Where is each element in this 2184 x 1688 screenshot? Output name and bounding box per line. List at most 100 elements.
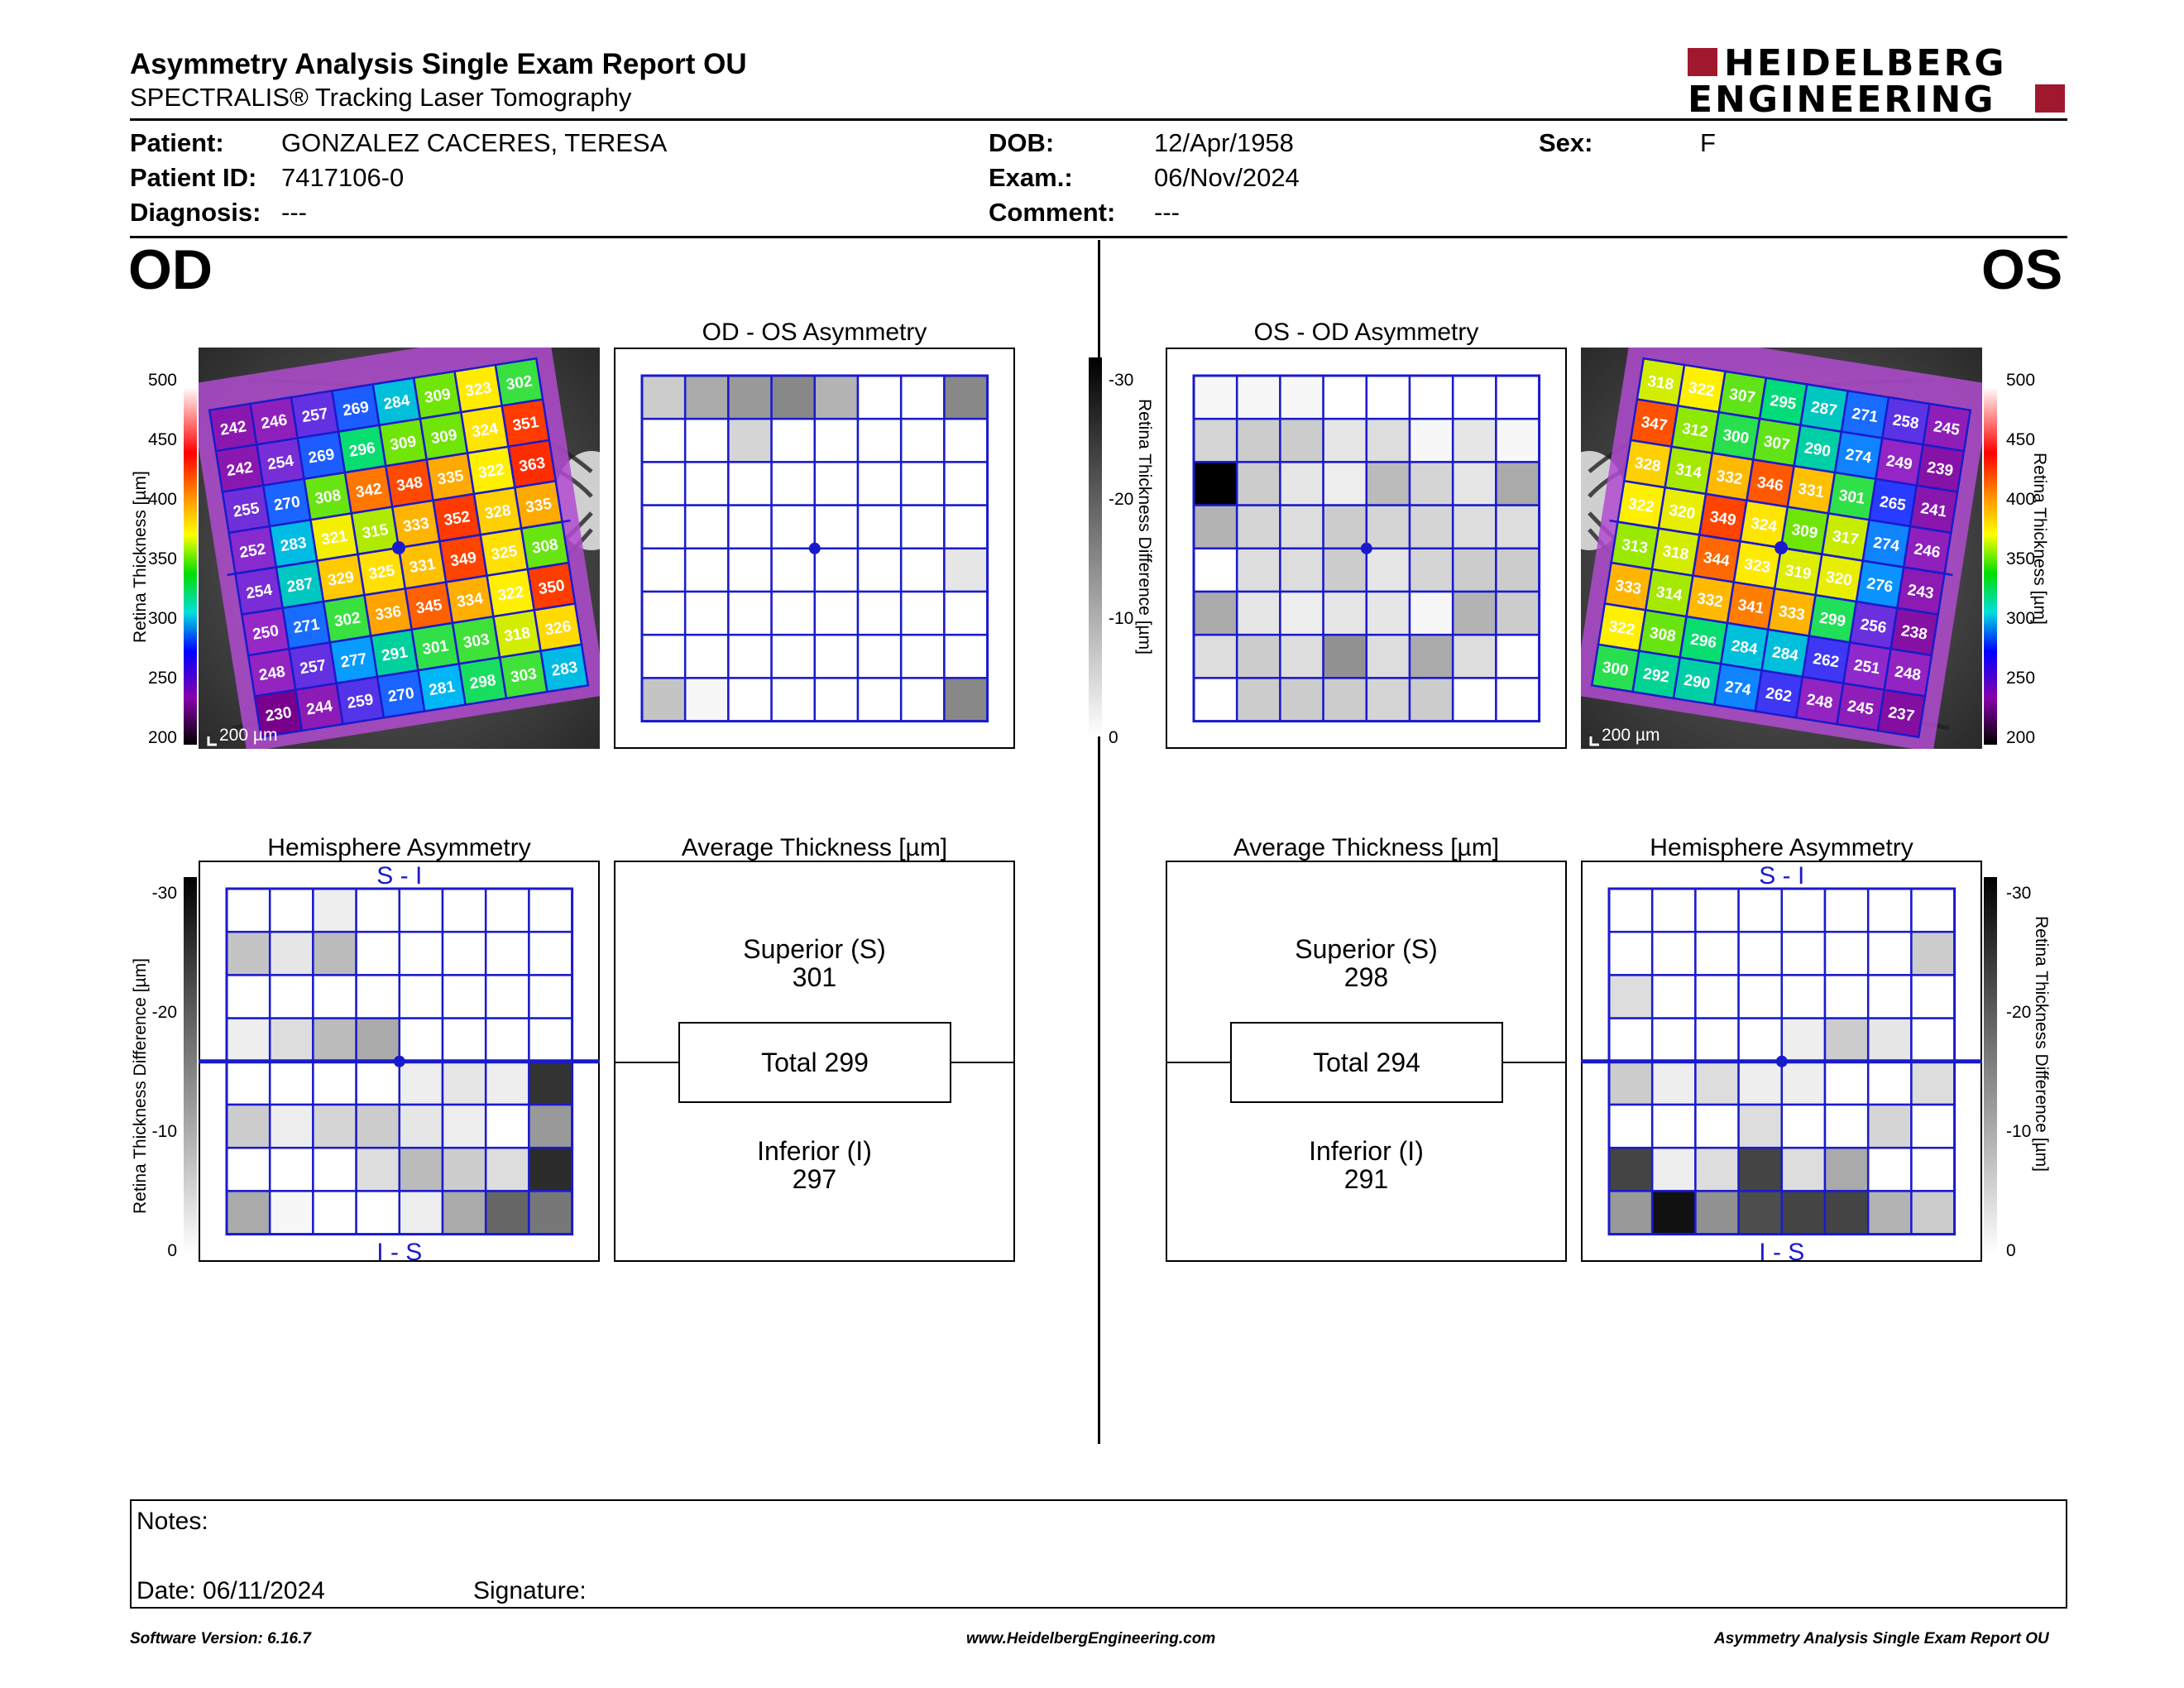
grid-cell (727, 547, 773, 593)
thickness-value: 303 (510, 665, 539, 687)
grid-cell (1322, 504, 1368, 550)
grid-cell (1650, 974, 1697, 1019)
grid-cell (683, 590, 730, 636)
grid-cell (1737, 1017, 1784, 1063)
thickness-value: 248 (258, 663, 287, 684)
thickness-value: 255 (232, 500, 261, 521)
od-hemi-title: Hemisphere Asymmetry (267, 834, 531, 861)
thickness-value: 321 (320, 528, 349, 549)
thickness-value: 257 (300, 405, 329, 427)
grid-cell (770, 461, 817, 506)
grid-cell (528, 1017, 573, 1063)
header-divider-bottom (130, 236, 2067, 238)
thickness-value: 344 (1702, 549, 1731, 571)
grid-cell (1408, 547, 1454, 593)
sex-value: F (1700, 128, 1716, 157)
thickness-value: 331 (409, 555, 438, 577)
grid-cell (441, 1146, 487, 1192)
grid-cell (1192, 374, 1238, 420)
website-link[interactable]: www.HeidelbergEngineering.com (966, 1630, 1216, 1647)
thickness-value: 307 (1728, 386, 1757, 407)
grid-cell (528, 1060, 573, 1106)
grid-cell (813, 461, 860, 506)
od-total-box: Total 299 (678, 1022, 951, 1103)
logo-line2: ENGINEERING (1688, 79, 1996, 121)
thickness-value: 325 (367, 562, 396, 583)
grid-cell (1737, 1190, 1784, 1235)
grid-cell (1823, 1146, 1870, 1192)
grid-cell (683, 374, 730, 420)
grid-cell (943, 374, 989, 420)
thickness-value: 319 (1784, 562, 1813, 583)
grid-cell (1694, 1190, 1740, 1235)
thickness-value: 308 (314, 487, 342, 508)
grid-cell (441, 1190, 487, 1235)
grid-cell (312, 1017, 357, 1063)
os-avg-title: Average Thickness [µm] (1233, 834, 1500, 861)
grid-cell (1192, 547, 1238, 593)
thickness-value: 241 (1919, 500, 1948, 521)
grid-cell (528, 1190, 573, 1235)
scale-bar-label: 200 µm (219, 726, 277, 745)
grid-cell (1279, 547, 1324, 593)
grid-cell (1192, 504, 1238, 550)
os-asymmetry-panel (1166, 348, 1567, 749)
thickness-value: 314 (1655, 583, 1684, 605)
grid-cell (355, 1060, 401, 1106)
grid-cell (398, 974, 444, 1019)
grid-cell (1910, 974, 1956, 1019)
grid-cell (813, 633, 860, 679)
od-asymmetry-panel (614, 348, 1015, 749)
grid-cell (268, 974, 314, 1019)
patient-name: GONZALEZ CACERES, TERESA (281, 128, 668, 157)
grid-cell (856, 547, 903, 593)
grid-cell (312, 930, 357, 976)
thickness-value: 333 (1614, 577, 1643, 598)
grid-cell (1365, 504, 1411, 550)
grid-cell (856, 504, 903, 550)
thickness-value: 326 (544, 618, 572, 640)
os-total-box: Total 294 (1230, 1022, 1503, 1103)
grid-cell (1823, 974, 1870, 1019)
grid-cell (1365, 374, 1411, 420)
grid-cell (484, 887, 530, 933)
grid-cell (225, 930, 271, 976)
thickness-value: 302 (505, 372, 534, 394)
scale-bar-icon (207, 736, 217, 746)
thickness-value: 324 (471, 420, 500, 442)
grid-cell (1365, 547, 1411, 593)
od-hemi-svg: S - I I - S (199, 862, 600, 1262)
report-subtitle: SPECTRALIS® Tracking Laser Tomography (130, 83, 632, 112)
thickness-value: 237 (1887, 704, 1916, 726)
thickness-value: 239 (1926, 459, 1955, 481)
grid-cell (528, 887, 573, 933)
grid-cell (1495, 547, 1540, 593)
dob-label: DOB: (989, 128, 1055, 157)
signature-label: Signature: (473, 1577, 587, 1604)
grid-cell (1780, 1017, 1827, 1063)
grid-cell (528, 1146, 573, 1192)
grid-cell (943, 590, 989, 636)
grid-cell (813, 677, 860, 722)
thickness-value: 270 (387, 684, 416, 706)
os-total: Total 294 (1313, 1048, 1420, 1077)
comment-value: --- (1154, 198, 1180, 227)
grid-cell (770, 677, 817, 722)
grid-cell (1866, 930, 1913, 976)
grid-cell (1408, 590, 1454, 636)
grid-cell (1780, 1103, 1827, 1149)
grid-cell (1910, 1190, 1956, 1235)
grid-cell (1192, 590, 1238, 636)
od-hemi-axis-label: Retina Thickness Difference [µm] (131, 958, 150, 1214)
grid-cell (1235, 633, 1281, 679)
grid-cell (1650, 930, 1697, 976)
thickness-value: 290 (1803, 439, 1832, 461)
colorbar-tick-label: 500 (147, 371, 177, 390)
grid-cell (1408, 677, 1454, 722)
grid-cell (1365, 461, 1411, 506)
grid-cell (398, 1017, 444, 1063)
os-hemi-svg: S - I I - S (1581, 862, 1982, 1262)
colorbar-tick-label: -10 (151, 1122, 177, 1141)
grid-cell (1451, 677, 1497, 722)
grid-cell (683, 633, 730, 679)
